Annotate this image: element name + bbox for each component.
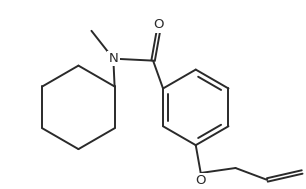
- Text: N: N: [108, 52, 118, 65]
- Text: O: O: [196, 174, 206, 187]
- Text: O: O: [153, 18, 163, 31]
